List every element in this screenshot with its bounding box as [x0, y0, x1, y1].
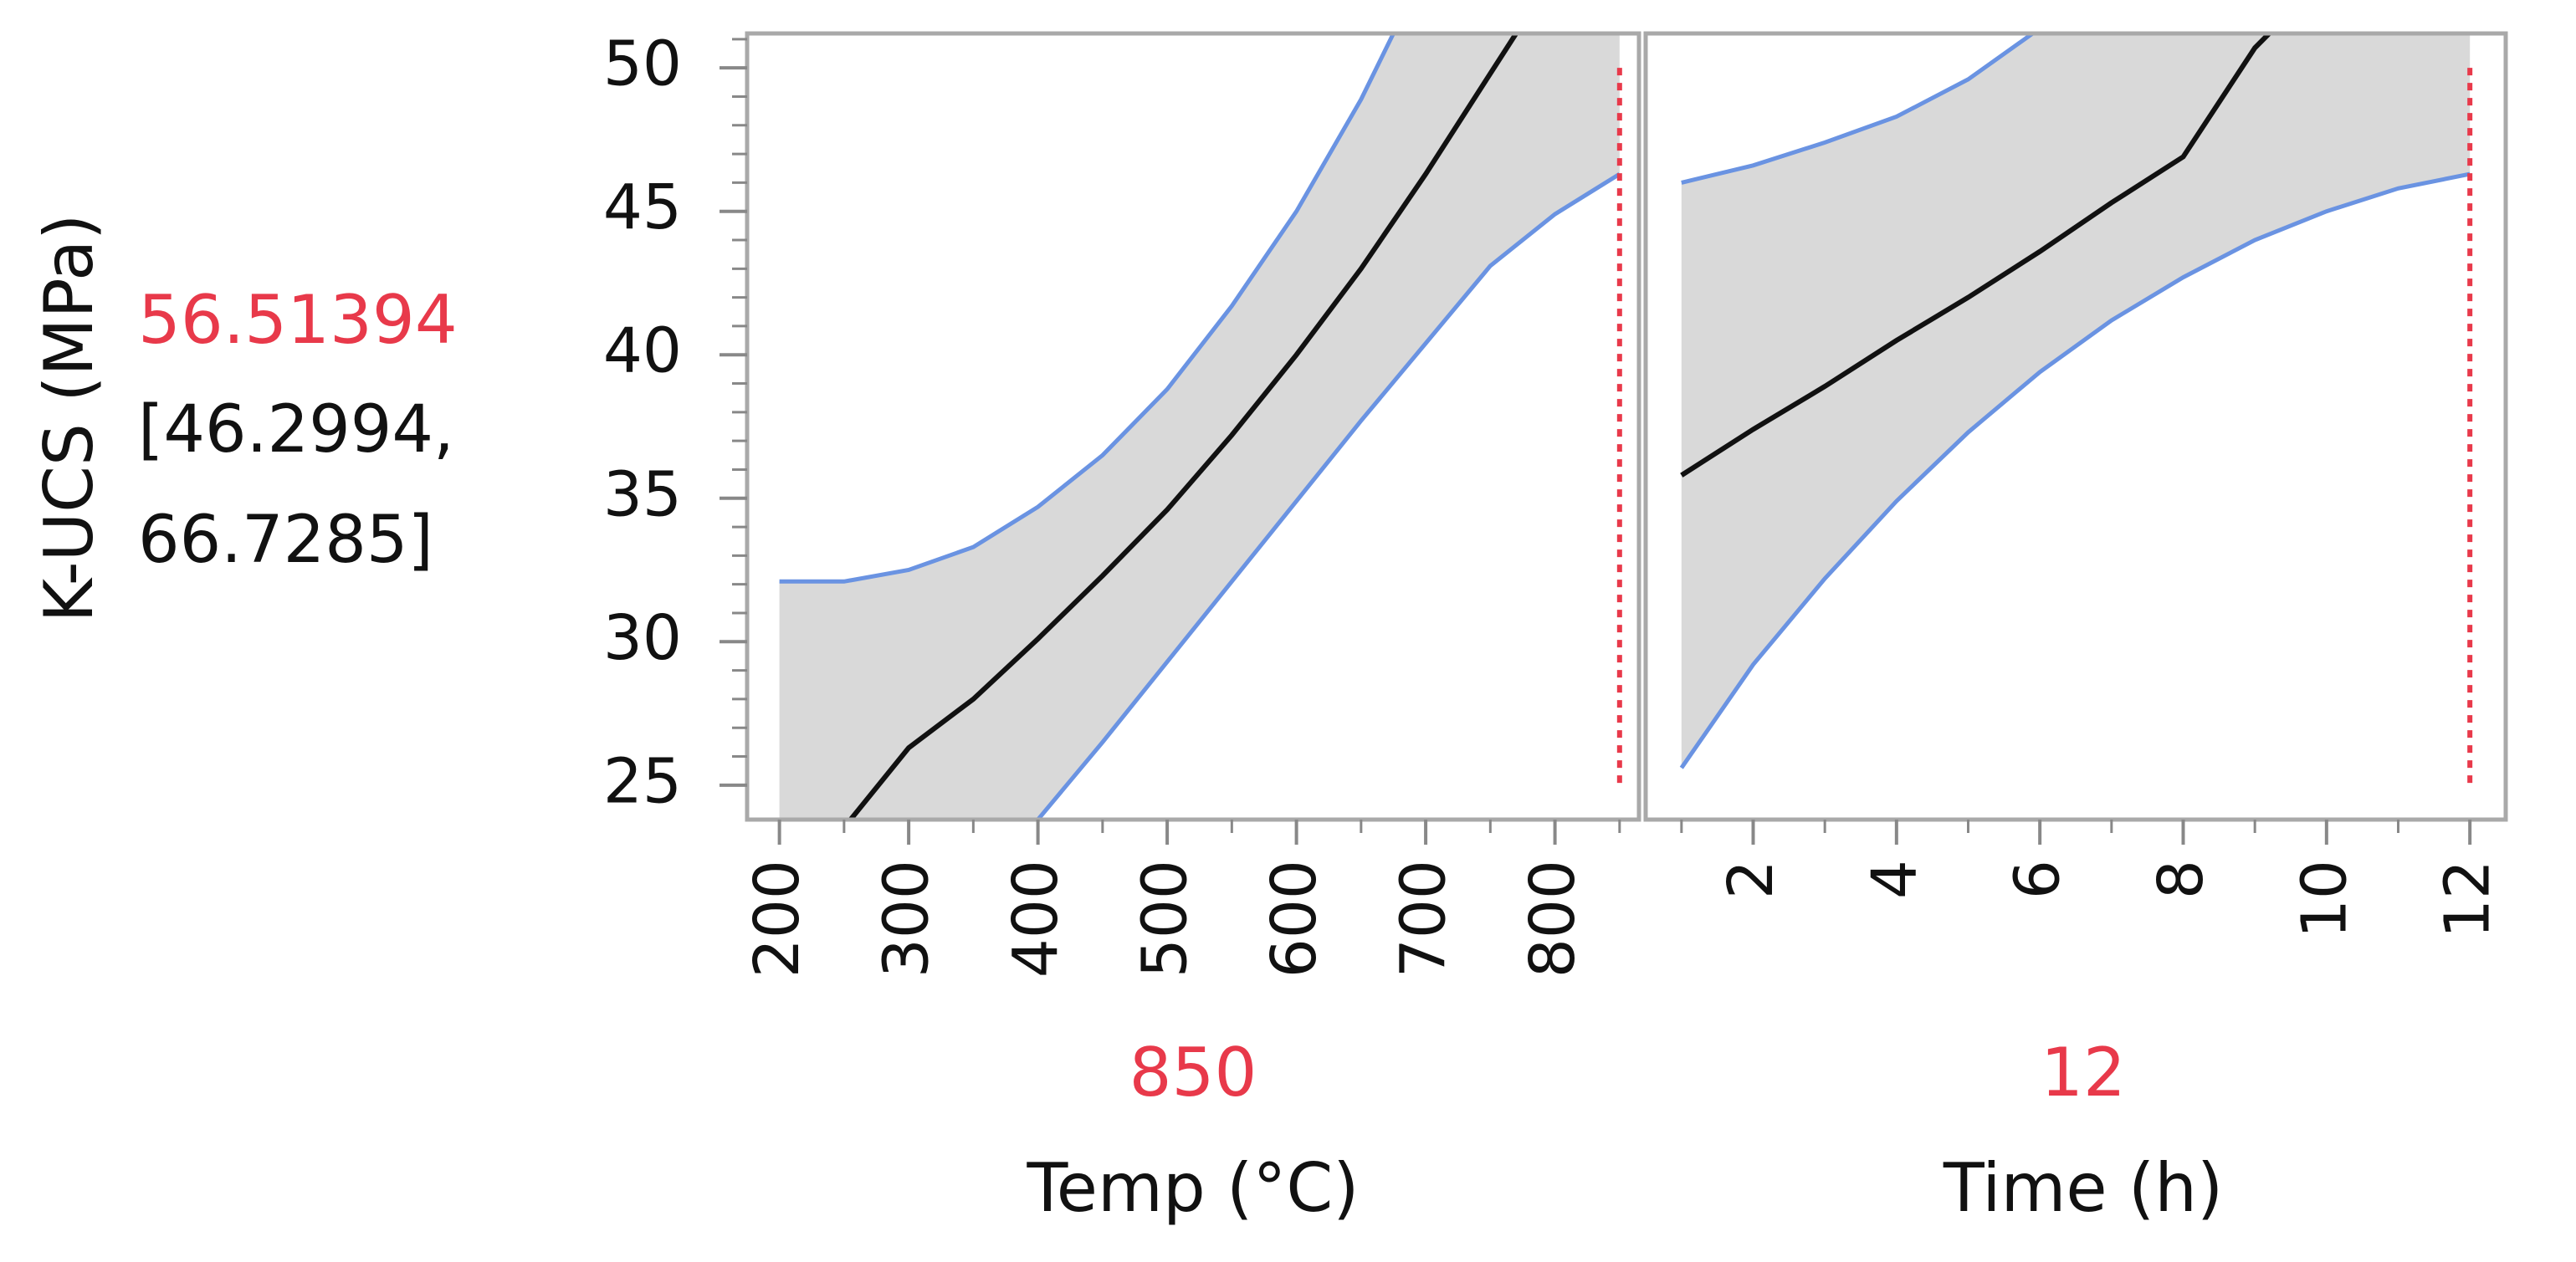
temp-lower-ci-line: [1035, 171, 1621, 820]
y-tick-label: 30: [603, 602, 682, 674]
y-tick-label: 50: [603, 28, 682, 100]
temp-x-axis: 200 300 400 500 600 700 800: [741, 820, 1621, 978]
time-x-tick-label: 12: [2432, 860, 2504, 938]
time-x-tick-label: 4: [1858, 860, 1930, 899]
temp-panel-frame: [745, 31, 1641, 822]
time-prediction-line: [1680, 33, 2276, 478]
y-tick-label: 40: [603, 315, 682, 387]
temp-x-tick-label: 800: [1517, 860, 1589, 978]
time-x-tick-label: 2: [1715, 860, 1787, 899]
temp-x-tick-label: 300: [871, 860, 943, 978]
time-panel-frame: [1643, 31, 2508, 822]
temp-x-tick-label: 400: [1000, 860, 1072, 978]
time-profile-panel: [1679, 33, 2473, 785]
y-tick-label: 25: [603, 745, 682, 817]
temp-profile-panel: [779, 33, 1622, 820]
temp-x-tick-label: 600: [1258, 860, 1330, 978]
time-lower-ci-line: [1679, 171, 2471, 769]
time-ci-band: [1681, 33, 2471, 769]
temp-x-tick-label: 700: [1388, 860, 1460, 978]
temp-x-tick-label: 500: [1129, 860, 1201, 978]
time-x-tick-label: 8: [2145, 860, 2217, 899]
time-upper-ci-line: [1681, 33, 2039, 185]
predicted-value: 56.51394: [138, 281, 458, 359]
time-axis-title: Time (h): [1943, 1149, 2223, 1227]
y-tick-label: 35: [603, 458, 682, 530]
confidence-interval-low: [46.2994,: [138, 392, 454, 468]
temp-upper-ci-line: [779, 33, 1396, 584]
temp-axis-title: Temp (°C): [1027, 1149, 1360, 1227]
temp-x-tick-label: 200: [741, 860, 813, 978]
temp-current-value[interactable]: 850: [1129, 1034, 1257, 1111]
time-x-axis: 2 4 6 8 10 12: [1680, 820, 2504, 938]
time-x-tick-label: 10: [2288, 860, 2360, 938]
y-tick-label: 45: [603, 171, 682, 243]
time-current-value[interactable]: 12: [2041, 1034, 2126, 1111]
y-axis: 25 30 35 40 45 50: [603, 28, 747, 817]
temp-ci-band: [779, 33, 1620, 820]
confidence-interval-high: 66.7285]: [138, 503, 433, 578]
temp-prediction-line: [847, 33, 1519, 820]
response-axis-label: K-UCS (MPa): [30, 214, 108, 623]
time-x-tick-label: 6: [2002, 860, 2074, 899]
